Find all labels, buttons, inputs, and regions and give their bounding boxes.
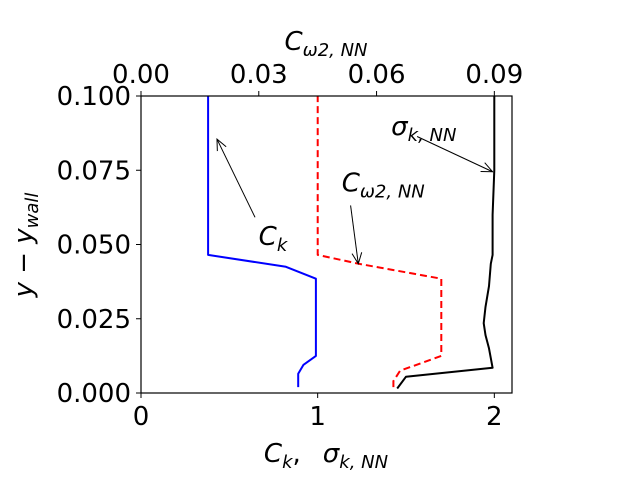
x2-tick-label-3: 0.09 xyxy=(465,60,523,90)
y-label-main-sub: wall xyxy=(22,193,43,229)
x-tick-label-2: 2 xyxy=(486,402,503,432)
x2-tick-label-0: 0.00 xyxy=(112,60,170,90)
series-layer xyxy=(207,96,496,390)
series-line-2 xyxy=(396,96,496,390)
annotation-arrowhead-2 xyxy=(480,162,494,173)
annotation-arrowhead-1 xyxy=(351,252,363,266)
x2-tick-label-2: 0.06 xyxy=(348,60,406,90)
x-tick-label-1: 1 xyxy=(309,402,326,432)
y-tick-label-2: 0.050 xyxy=(57,231,131,261)
x-label-second: σ xyxy=(323,439,341,469)
x2-label-main: C xyxy=(284,27,303,57)
x-axis-label: Ck, σk, NN xyxy=(264,439,388,473)
y-tick-label-3: 0.075 xyxy=(57,156,131,186)
annotation-arrowhead-0 xyxy=(216,137,227,152)
annotation-label-0: Ck xyxy=(259,222,289,256)
x2-axis-label: Cω2, NN xyxy=(284,27,367,61)
y-tick-label-4: 0.100 xyxy=(57,82,131,112)
annotation-arrow-2 xyxy=(416,136,493,173)
y-tick-label-1: 0.025 xyxy=(57,305,131,335)
x-label-second-sub: k, NN xyxy=(339,452,388,473)
x-tick-label-0: 0 xyxy=(133,402,150,432)
annotation-label-2: σk, NN xyxy=(391,112,456,146)
annotation-layer: Ck Cω2, NN σk, NN xyxy=(216,112,494,266)
x-label-main-sub: k xyxy=(282,452,294,473)
series-line-0 xyxy=(207,96,317,388)
x-label-main: C xyxy=(264,439,283,469)
y-tick-label-0: 0.000 xyxy=(57,379,131,409)
annotation-arrow-0 xyxy=(216,138,256,218)
tick-layer: 0 1 2 0.00 0.03 0.06 0.09 0.000 0.025 0.050 0.075 0… xyxy=(57,60,524,432)
x2-label-main-sub: ω2, NN xyxy=(303,40,368,61)
y-axis-label: y − ywall xyxy=(9,193,43,299)
series-line-1 xyxy=(316,96,443,388)
y-label-main: y − y xyxy=(9,228,39,299)
x2-tick-label-1: 0.03 xyxy=(230,60,288,90)
annotation-label-1: Cω2, NN xyxy=(342,169,425,203)
annotation-arrow-1 xyxy=(350,205,359,264)
x-label-sep: , xyxy=(293,439,301,469)
